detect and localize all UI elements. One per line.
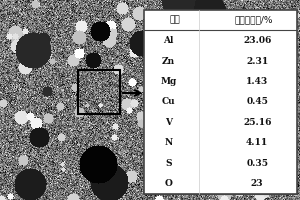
Text: V: V	[165, 118, 172, 127]
Text: S: S	[165, 159, 172, 168]
Text: 2.31: 2.31	[246, 57, 268, 66]
Text: 23: 23	[251, 179, 263, 188]
Text: 重量百分比/%: 重量百分比/%	[235, 16, 273, 25]
Text: Mg: Mg	[160, 77, 176, 86]
Text: Cu: Cu	[162, 98, 175, 106]
Text: 元素: 元素	[169, 16, 180, 25]
Text: 23.06: 23.06	[243, 36, 272, 45]
Text: N: N	[164, 138, 172, 147]
Text: Al: Al	[163, 36, 174, 45]
Text: 0.35: 0.35	[246, 159, 268, 168]
Text: 0.45: 0.45	[246, 98, 268, 106]
Text: Zn: Zn	[162, 57, 175, 66]
Text: 4.11: 4.11	[246, 138, 268, 147]
Text: 25.16: 25.16	[243, 118, 272, 127]
FancyBboxPatch shape	[144, 10, 297, 194]
Text: 1.43: 1.43	[246, 77, 268, 86]
Text: O: O	[164, 179, 172, 188]
Bar	[78, 70, 120, 114]
